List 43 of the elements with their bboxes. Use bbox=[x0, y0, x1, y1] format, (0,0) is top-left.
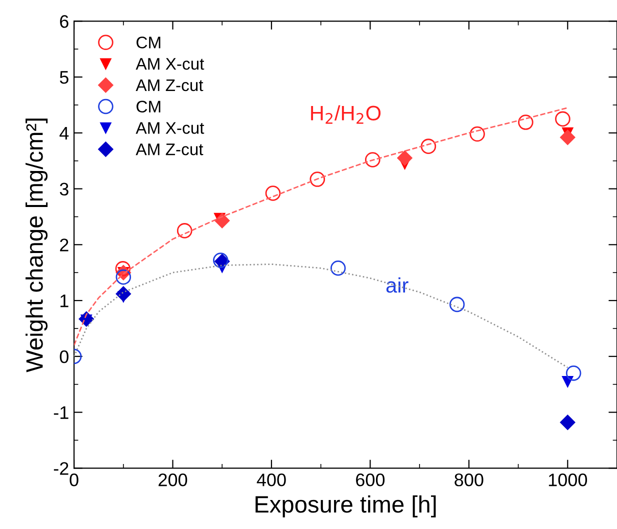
y-tick-label: 5 bbox=[60, 71, 68, 84]
legend-label: AM Z-cut bbox=[136, 80, 204, 92]
point bbox=[176, 223, 192, 238]
point bbox=[265, 186, 281, 201]
point bbox=[365, 152, 380, 168]
point bbox=[420, 138, 436, 154]
x-tick-label: 1000 bbox=[548, 474, 588, 486]
legend-label: AM X-cut bbox=[136, 122, 204, 134]
point bbox=[115, 261, 131, 276]
y-tick-label: 0 bbox=[60, 350, 68, 364]
point bbox=[449, 296, 465, 312]
legend-label: AM Z-cut bbox=[136, 144, 204, 156]
point bbox=[214, 213, 230, 228]
point bbox=[555, 111, 570, 127]
x-tick-label: 0 bbox=[70, 474, 78, 486]
point bbox=[330, 260, 346, 276]
point bbox=[566, 366, 582, 381]
annotation: H$_{2}$/H$_{2}$O bbox=[311, 105, 381, 124]
point bbox=[470, 126, 485, 142]
legend-label: CM bbox=[136, 36, 160, 48]
y-tick-label: 2 bbox=[60, 238, 68, 252]
y-tick-label: 1 bbox=[60, 294, 68, 308]
y-tick-label: 6 bbox=[60, 15, 68, 28]
point bbox=[116, 286, 131, 302]
x-tick-label: 600 bbox=[356, 474, 385, 486]
point bbox=[560, 414, 576, 430]
legend-label: AM X-cut bbox=[136, 58, 204, 70]
y-tick-label: -2 bbox=[54, 462, 68, 475]
x-tick-label: 200 bbox=[158, 474, 188, 486]
legend-label: CM bbox=[136, 100, 160, 113]
point bbox=[116, 269, 132, 285]
y-axis-title: Weight change [mg/cm²] bbox=[26, 118, 48, 372]
point bbox=[310, 172, 326, 187]
x-tick-label: 400 bbox=[256, 474, 286, 486]
point bbox=[397, 150, 412, 166]
point bbox=[518, 114, 534, 130]
point bbox=[560, 130, 576, 145]
y-tick-label: 3 bbox=[60, 182, 68, 196]
annotation: air bbox=[386, 277, 408, 293]
y-tick-label: 4 bbox=[60, 127, 69, 140]
y-tick-label: -1 bbox=[54, 406, 68, 419]
x-axis-title: Exposure time [h] bbox=[256, 495, 436, 518]
x-tick-label: 800 bbox=[454, 474, 484, 486]
